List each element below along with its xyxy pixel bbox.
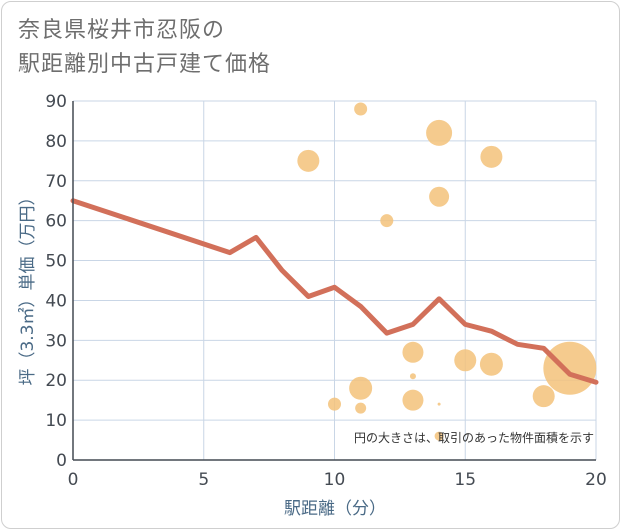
y-tick-label-40: 40 <box>45 291 67 311</box>
y-tick-label-0: 0 <box>56 451 67 471</box>
x-tick-label-20: 20 <box>585 470 607 490</box>
bubble-point-3 <box>480 145 503 168</box>
bubble-point-5 <box>380 214 394 228</box>
x-tick-label-5: 5 <box>198 470 209 490</box>
chart-title-line-2: 駅距離別中古戸建て価格 <box>18 52 272 77</box>
bubble-point-10 <box>349 376 373 400</box>
x-axis-label: 駅距離（分） <box>284 499 386 519</box>
series-line-0 <box>70 198 599 385</box>
bubble-point-4 <box>429 186 450 207</box>
y-tick-label-30: 30 <box>45 331 67 351</box>
chart-title-line-1: 奈良県桜井市忍阪の <box>18 18 226 43</box>
bubble-point-7 <box>454 349 477 372</box>
bubble-point-1 <box>354 102 368 116</box>
y-tick-label-50: 50 <box>45 252 67 272</box>
bubble-point-15 <box>532 385 555 408</box>
bubble-point-16 <box>434 431 444 441</box>
bubble-point-12 <box>328 397 341 411</box>
bubble-points <box>297 102 597 441</box>
bubble-point-6 <box>402 341 424 363</box>
y-tick-label-20: 20 <box>45 371 67 391</box>
x-tick-label-15: 15 <box>454 470 476 490</box>
axes <box>72 101 596 461</box>
y-tick-label-10: 10 <box>45 411 67 431</box>
y-tick-label-80: 80 <box>45 132 67 152</box>
y-tick-label-90: 90 <box>45 92 67 112</box>
grid-lines <box>73 100 597 460</box>
average-line <box>70 198 599 385</box>
bubble-point-9 <box>409 373 416 380</box>
x-tick-label-0: 0 <box>68 470 79 490</box>
bubble-point-11 <box>402 389 424 411</box>
tick-labels: 0 10 20 30 40 50 60 70 80 90 0 5 10 15 20 <box>45 92 606 490</box>
chart-title: 奈良県桜井市忍阪の 駅距離別中古戸建て価格 <box>18 14 271 82</box>
bubble-point-2 <box>426 119 453 146</box>
y-tick-label-60: 60 <box>45 212 67 232</box>
bubble-size-note: 円の大きさは、取引のあった物件面積を示す <box>354 430 594 445</box>
bubble-point-13 <box>355 402 367 414</box>
y-tick-label-70: 70 <box>45 172 67 192</box>
bubble-point-17 <box>543 341 597 395</box>
bubble-point-0 <box>297 149 320 172</box>
x-tick-label-10: 10 <box>324 470 346 490</box>
y-axis-label: 坪（3.3㎡）単価（万円） <box>18 188 38 385</box>
bubble-point-8 <box>479 352 503 376</box>
bubble-point-14 <box>437 402 441 406</box>
